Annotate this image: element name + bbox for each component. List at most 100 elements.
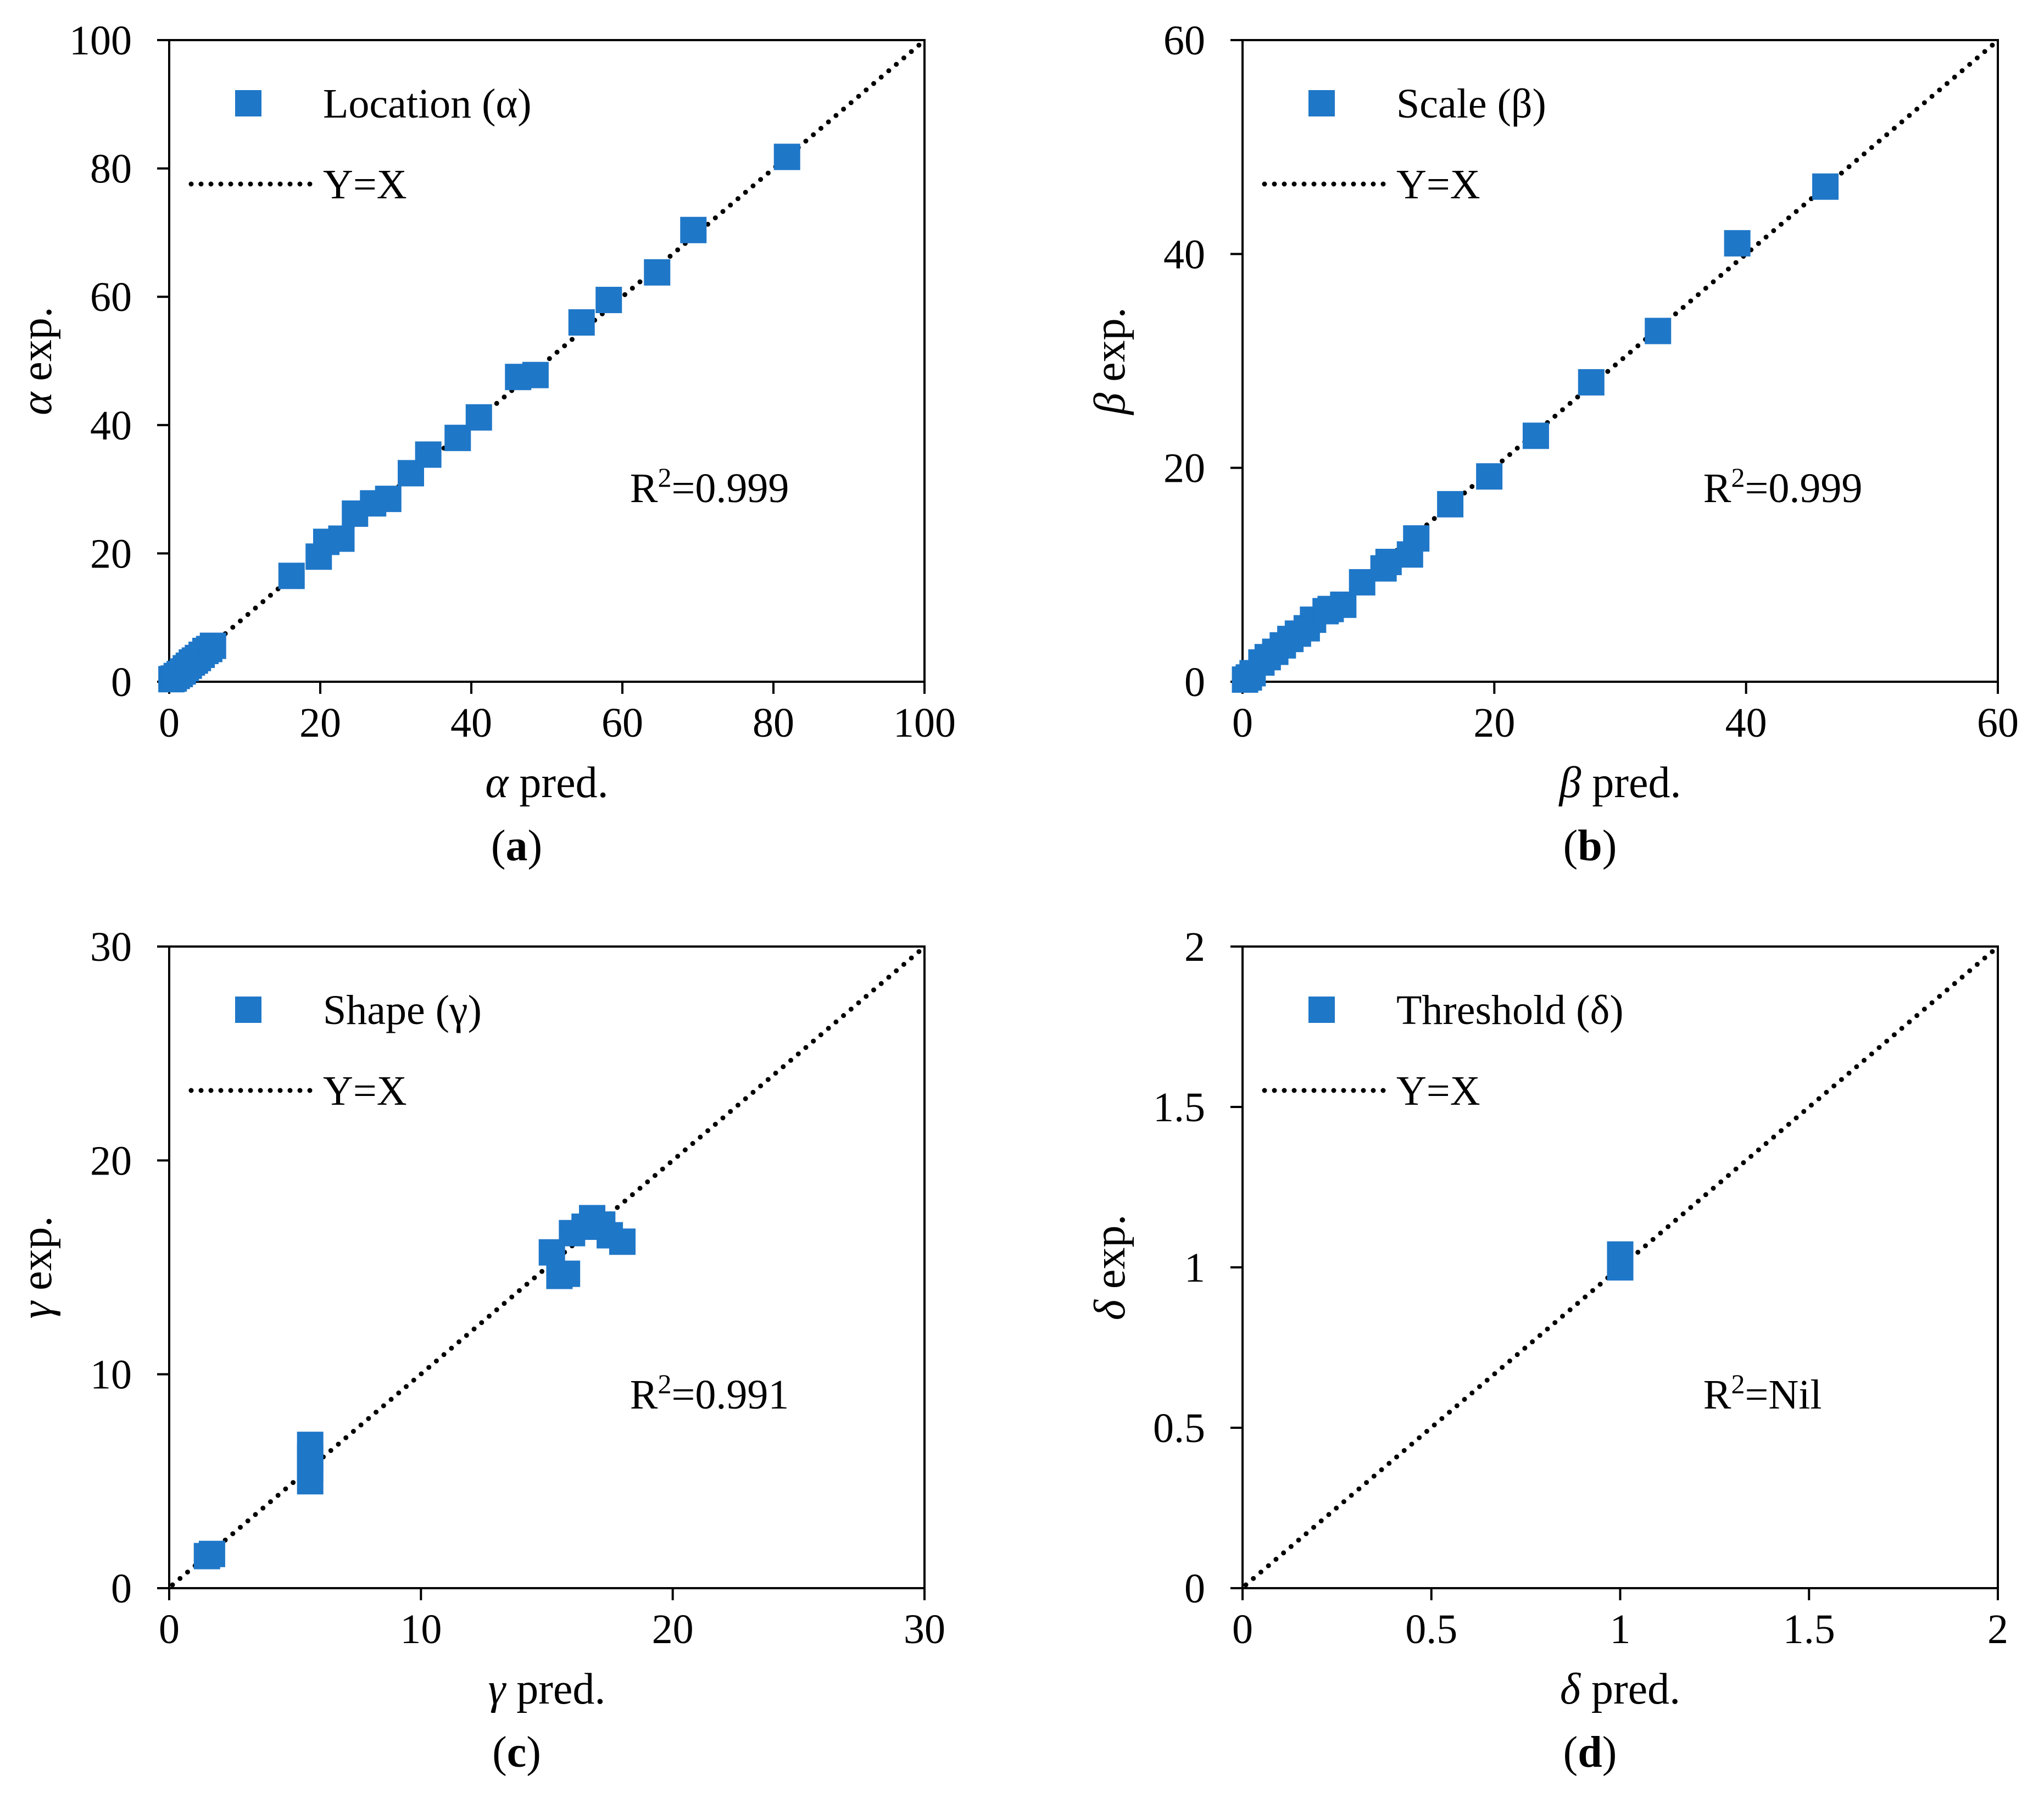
data-point [465,404,492,431]
x-tick-label: 0 [159,700,180,746]
y-tick-label: 2 [1184,924,1205,970]
data-point [1812,173,1839,200]
data-point [328,525,355,552]
data-point [1437,491,1464,517]
y-tick-label: 20 [1163,446,1205,492]
y-tick-label: 100 [69,18,132,64]
panel-caption: (d) [1563,1728,1617,1777]
x-axis-title: δ pred. [1560,1665,1680,1713]
x-axis-title: γ pred. [488,1665,606,1713]
data-point [522,361,549,388]
y-tick-label: 30 [90,924,132,970]
legend-line-label: Y=X [323,1068,407,1114]
x-tick-label: 20 [299,700,341,746]
y-tick-label: 0 [111,659,132,705]
x-tick-label: 60 [1977,700,2019,746]
data-point [1403,525,1430,552]
data-point [198,1540,225,1567]
x-tick-label: 0.5 [1405,1606,1457,1652]
r-squared-annotation: R2=Nil [1703,1368,1822,1418]
data-point [1522,422,1549,449]
panel-caption: (a) [491,822,542,870]
panel-caption: (b) [1563,822,1617,870]
data-point [680,216,707,243]
y-equals-x-line [1243,946,1998,1588]
r-squared-annotation: R2=0.999 [1703,462,1863,511]
x-tick-label: 20 [1473,700,1515,746]
data-point [1578,369,1605,396]
data-point [554,1260,581,1287]
data-point [415,441,442,468]
data-point [199,632,226,659]
x-axis-title: α pred. [485,759,608,807]
legend-line-label: Y=X [1396,1068,1480,1114]
legend-series-label: Shape (γ) [323,987,482,1033]
r-squared-annotation: R2=0.999 [630,462,789,511]
y-tick-label: 10 [90,1352,132,1398]
data-point [1724,230,1751,257]
y-tick-label: 20 [90,1138,132,1184]
data-point [1645,318,1672,344]
chart-panel-c: 0 10 20 30 0 10 20 30 Shape (γ) Y=X R2=0.991 γ pred… [13,924,945,1777]
y-tick-label: 1 [1184,1245,1205,1291]
panel-caption: (c) [492,1728,541,1777]
data-point [375,486,402,513]
x-tick-label: 0 [1232,1606,1253,1652]
plot-frame [168,945,926,1589]
y-tick-label: 0 [1184,1566,1205,1612]
y-tick-label: 0 [1184,659,1205,705]
legend-marker [1308,90,1335,116]
x-tick-label: 100 [893,700,956,746]
x-tick-label: 1 [1610,1606,1631,1652]
data-point [773,143,800,170]
chart-panel-d: 0 0.5 1 1.5 2 0 0.5 1 1.5 2 Threshold (δ) Y=X R2=Nil… [1086,924,2008,1777]
x-tick-label: 0 [1232,700,1253,746]
data-point [644,259,671,286]
y-tick-label: 60 [90,274,132,320]
x-tick-label: 30 [904,1606,945,1652]
y-axis-title: α exp. [13,307,61,415]
data-point [297,1432,324,1459]
y-tick-label: 1.5 [1153,1084,1205,1131]
y-tick-label: 60 [1163,18,1205,64]
y-equals-x-line [1243,40,1998,681]
x-tick-label: 60 [601,700,643,746]
data-point [1330,591,1357,618]
legend-line-label: Y=X [323,162,407,208]
data-point [568,309,595,336]
x-tick-label: 1.5 [1783,1606,1835,1652]
y-axis-title: β exp. [1086,307,1134,415]
r-squared-annotation: R2=0.991 [630,1368,789,1418]
legend-line-label: Y=X [1396,162,1480,208]
x-axis-title: β pred. [1558,759,1681,807]
data-point [1476,463,1503,490]
y-tick-label: 80 [90,146,132,192]
data-point [609,1228,636,1255]
y-tick-label: 40 [1163,231,1205,277]
legend-marker [235,90,261,116]
legend-marker [1308,997,1335,1023]
y-tick-label: 20 [90,531,132,577]
x-tick-label: 0 [159,1606,180,1652]
data-point [278,563,305,589]
legend-series-label: Threshold (δ) [1396,987,1624,1033]
data-point [595,287,622,314]
y-axis-title: δ exp. [1086,1215,1134,1321]
y-tick-label: 0 [111,1566,132,1612]
data-point [1607,1241,1634,1268]
legend-series-label: Location (α) [323,81,532,127]
plot-frame [168,39,926,683]
legend-marker [235,997,261,1023]
y-axis-title: γ exp. [13,1216,61,1318]
x-tick-label: 2 [1987,1606,2008,1652]
chart-panel-a: 0 20 40 60 80 100 0 20 40 60 80 100 Location (α) Y=X R… [13,18,956,870]
x-tick-label: 10 [400,1606,442,1652]
legend-series-label: Scale (β) [1396,81,1546,127]
x-tick-label: 20 [652,1606,694,1652]
y-equals-x-line [170,946,925,1588]
x-tick-label: 40 [450,700,492,746]
y-tick-label: 40 [90,403,132,449]
x-tick-label: 80 [753,700,794,746]
x-tick-label: 40 [1725,700,1767,746]
